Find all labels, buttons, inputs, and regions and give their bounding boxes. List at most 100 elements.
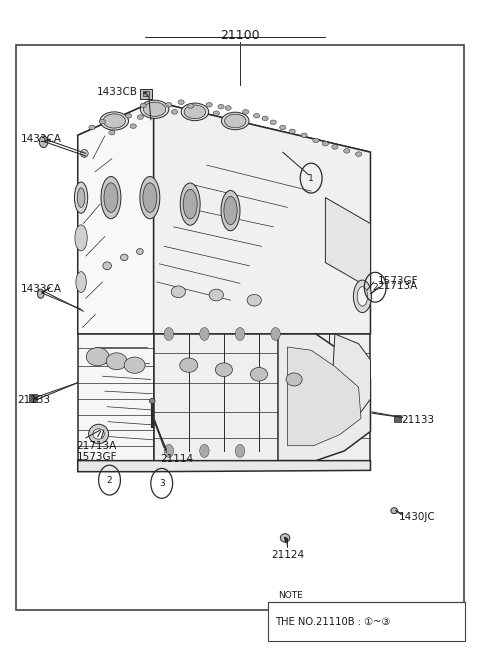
Ellipse shape — [286, 373, 302, 386]
Ellipse shape — [137, 249, 143, 254]
Ellipse shape — [181, 103, 209, 121]
Ellipse shape — [76, 272, 86, 292]
Ellipse shape — [149, 398, 155, 403]
Polygon shape — [329, 334, 371, 438]
Ellipse shape — [143, 183, 157, 212]
Ellipse shape — [225, 105, 231, 110]
Text: NOTE: NOTE — [278, 591, 303, 600]
Circle shape — [200, 444, 209, 457]
Ellipse shape — [188, 103, 194, 108]
Ellipse shape — [209, 290, 223, 301]
Ellipse shape — [247, 294, 261, 306]
Text: 1573GF: 1573GF — [76, 453, 117, 462]
Text: 1433CA: 1433CA — [21, 284, 62, 293]
Text: 21124: 21124 — [271, 550, 304, 560]
Polygon shape — [325, 198, 371, 289]
Polygon shape — [78, 460, 371, 472]
Text: 1430JC: 1430JC — [399, 512, 436, 522]
Ellipse shape — [221, 191, 240, 231]
Text: 21133: 21133 — [401, 415, 434, 424]
Ellipse shape — [251, 367, 267, 381]
Text: 2: 2 — [372, 283, 378, 291]
Text: THE NO.21110B : ①~③: THE NO.21110B : ①~③ — [276, 617, 391, 627]
Ellipse shape — [289, 129, 295, 134]
Ellipse shape — [180, 358, 198, 372]
Ellipse shape — [125, 113, 132, 118]
Ellipse shape — [89, 424, 108, 443]
FancyBboxPatch shape — [29, 394, 37, 402]
Ellipse shape — [77, 188, 85, 208]
Polygon shape — [288, 347, 361, 445]
FancyBboxPatch shape — [268, 601, 466, 641]
Ellipse shape — [140, 103, 146, 107]
Circle shape — [37, 290, 44, 298]
Circle shape — [164, 444, 174, 457]
Ellipse shape — [124, 357, 145, 373]
Ellipse shape — [171, 286, 185, 297]
Ellipse shape — [86, 348, 109, 365]
Ellipse shape — [178, 100, 184, 104]
Ellipse shape — [225, 114, 246, 128]
Ellipse shape — [213, 111, 219, 115]
Polygon shape — [78, 102, 154, 334]
Ellipse shape — [218, 104, 224, 109]
Ellipse shape — [344, 149, 350, 153]
Ellipse shape — [101, 176, 121, 219]
Ellipse shape — [130, 124, 136, 128]
Ellipse shape — [391, 508, 397, 514]
Ellipse shape — [183, 189, 197, 219]
Text: 21713A: 21713A — [378, 281, 418, 291]
Ellipse shape — [280, 125, 286, 130]
Ellipse shape — [322, 141, 328, 146]
Ellipse shape — [184, 105, 205, 119]
Ellipse shape — [140, 100, 169, 119]
Text: 1433CB: 1433CB — [97, 87, 138, 98]
Ellipse shape — [106, 353, 127, 369]
Ellipse shape — [93, 429, 104, 440]
Polygon shape — [154, 102, 371, 334]
Ellipse shape — [100, 112, 129, 130]
Ellipse shape — [104, 183, 118, 212]
Ellipse shape — [109, 130, 115, 135]
Text: 21133: 21133 — [17, 395, 50, 405]
Polygon shape — [78, 102, 371, 186]
Ellipse shape — [171, 109, 178, 114]
Ellipse shape — [137, 115, 144, 119]
Polygon shape — [78, 334, 154, 460]
Ellipse shape — [313, 138, 319, 143]
Ellipse shape — [89, 125, 95, 130]
Ellipse shape — [270, 120, 276, 124]
Ellipse shape — [253, 113, 260, 118]
Circle shape — [164, 328, 174, 341]
Text: 1433CA: 1433CA — [21, 134, 62, 144]
Ellipse shape — [81, 149, 88, 157]
Text: 21713A: 21713A — [76, 441, 117, 451]
Ellipse shape — [224, 196, 237, 225]
Ellipse shape — [280, 534, 290, 542]
Circle shape — [271, 328, 280, 341]
Ellipse shape — [216, 363, 232, 377]
Ellipse shape — [301, 133, 307, 138]
Ellipse shape — [332, 145, 338, 149]
Ellipse shape — [144, 102, 166, 117]
FancyBboxPatch shape — [394, 415, 401, 422]
Text: 2: 2 — [107, 476, 112, 485]
FancyBboxPatch shape — [143, 91, 149, 96]
Ellipse shape — [353, 280, 372, 312]
Ellipse shape — [206, 102, 212, 107]
Ellipse shape — [74, 182, 88, 213]
Ellipse shape — [120, 254, 128, 261]
Ellipse shape — [221, 112, 249, 130]
Circle shape — [235, 328, 245, 341]
Ellipse shape — [242, 109, 249, 114]
Circle shape — [200, 328, 209, 341]
Ellipse shape — [103, 114, 125, 128]
Text: 1: 1 — [308, 174, 314, 183]
Text: 21114: 21114 — [160, 454, 193, 464]
Ellipse shape — [99, 119, 106, 124]
Ellipse shape — [140, 176, 160, 219]
Ellipse shape — [357, 287, 368, 306]
Circle shape — [39, 136, 48, 147]
Text: 3: 3 — [159, 479, 165, 488]
Ellipse shape — [262, 116, 268, 121]
